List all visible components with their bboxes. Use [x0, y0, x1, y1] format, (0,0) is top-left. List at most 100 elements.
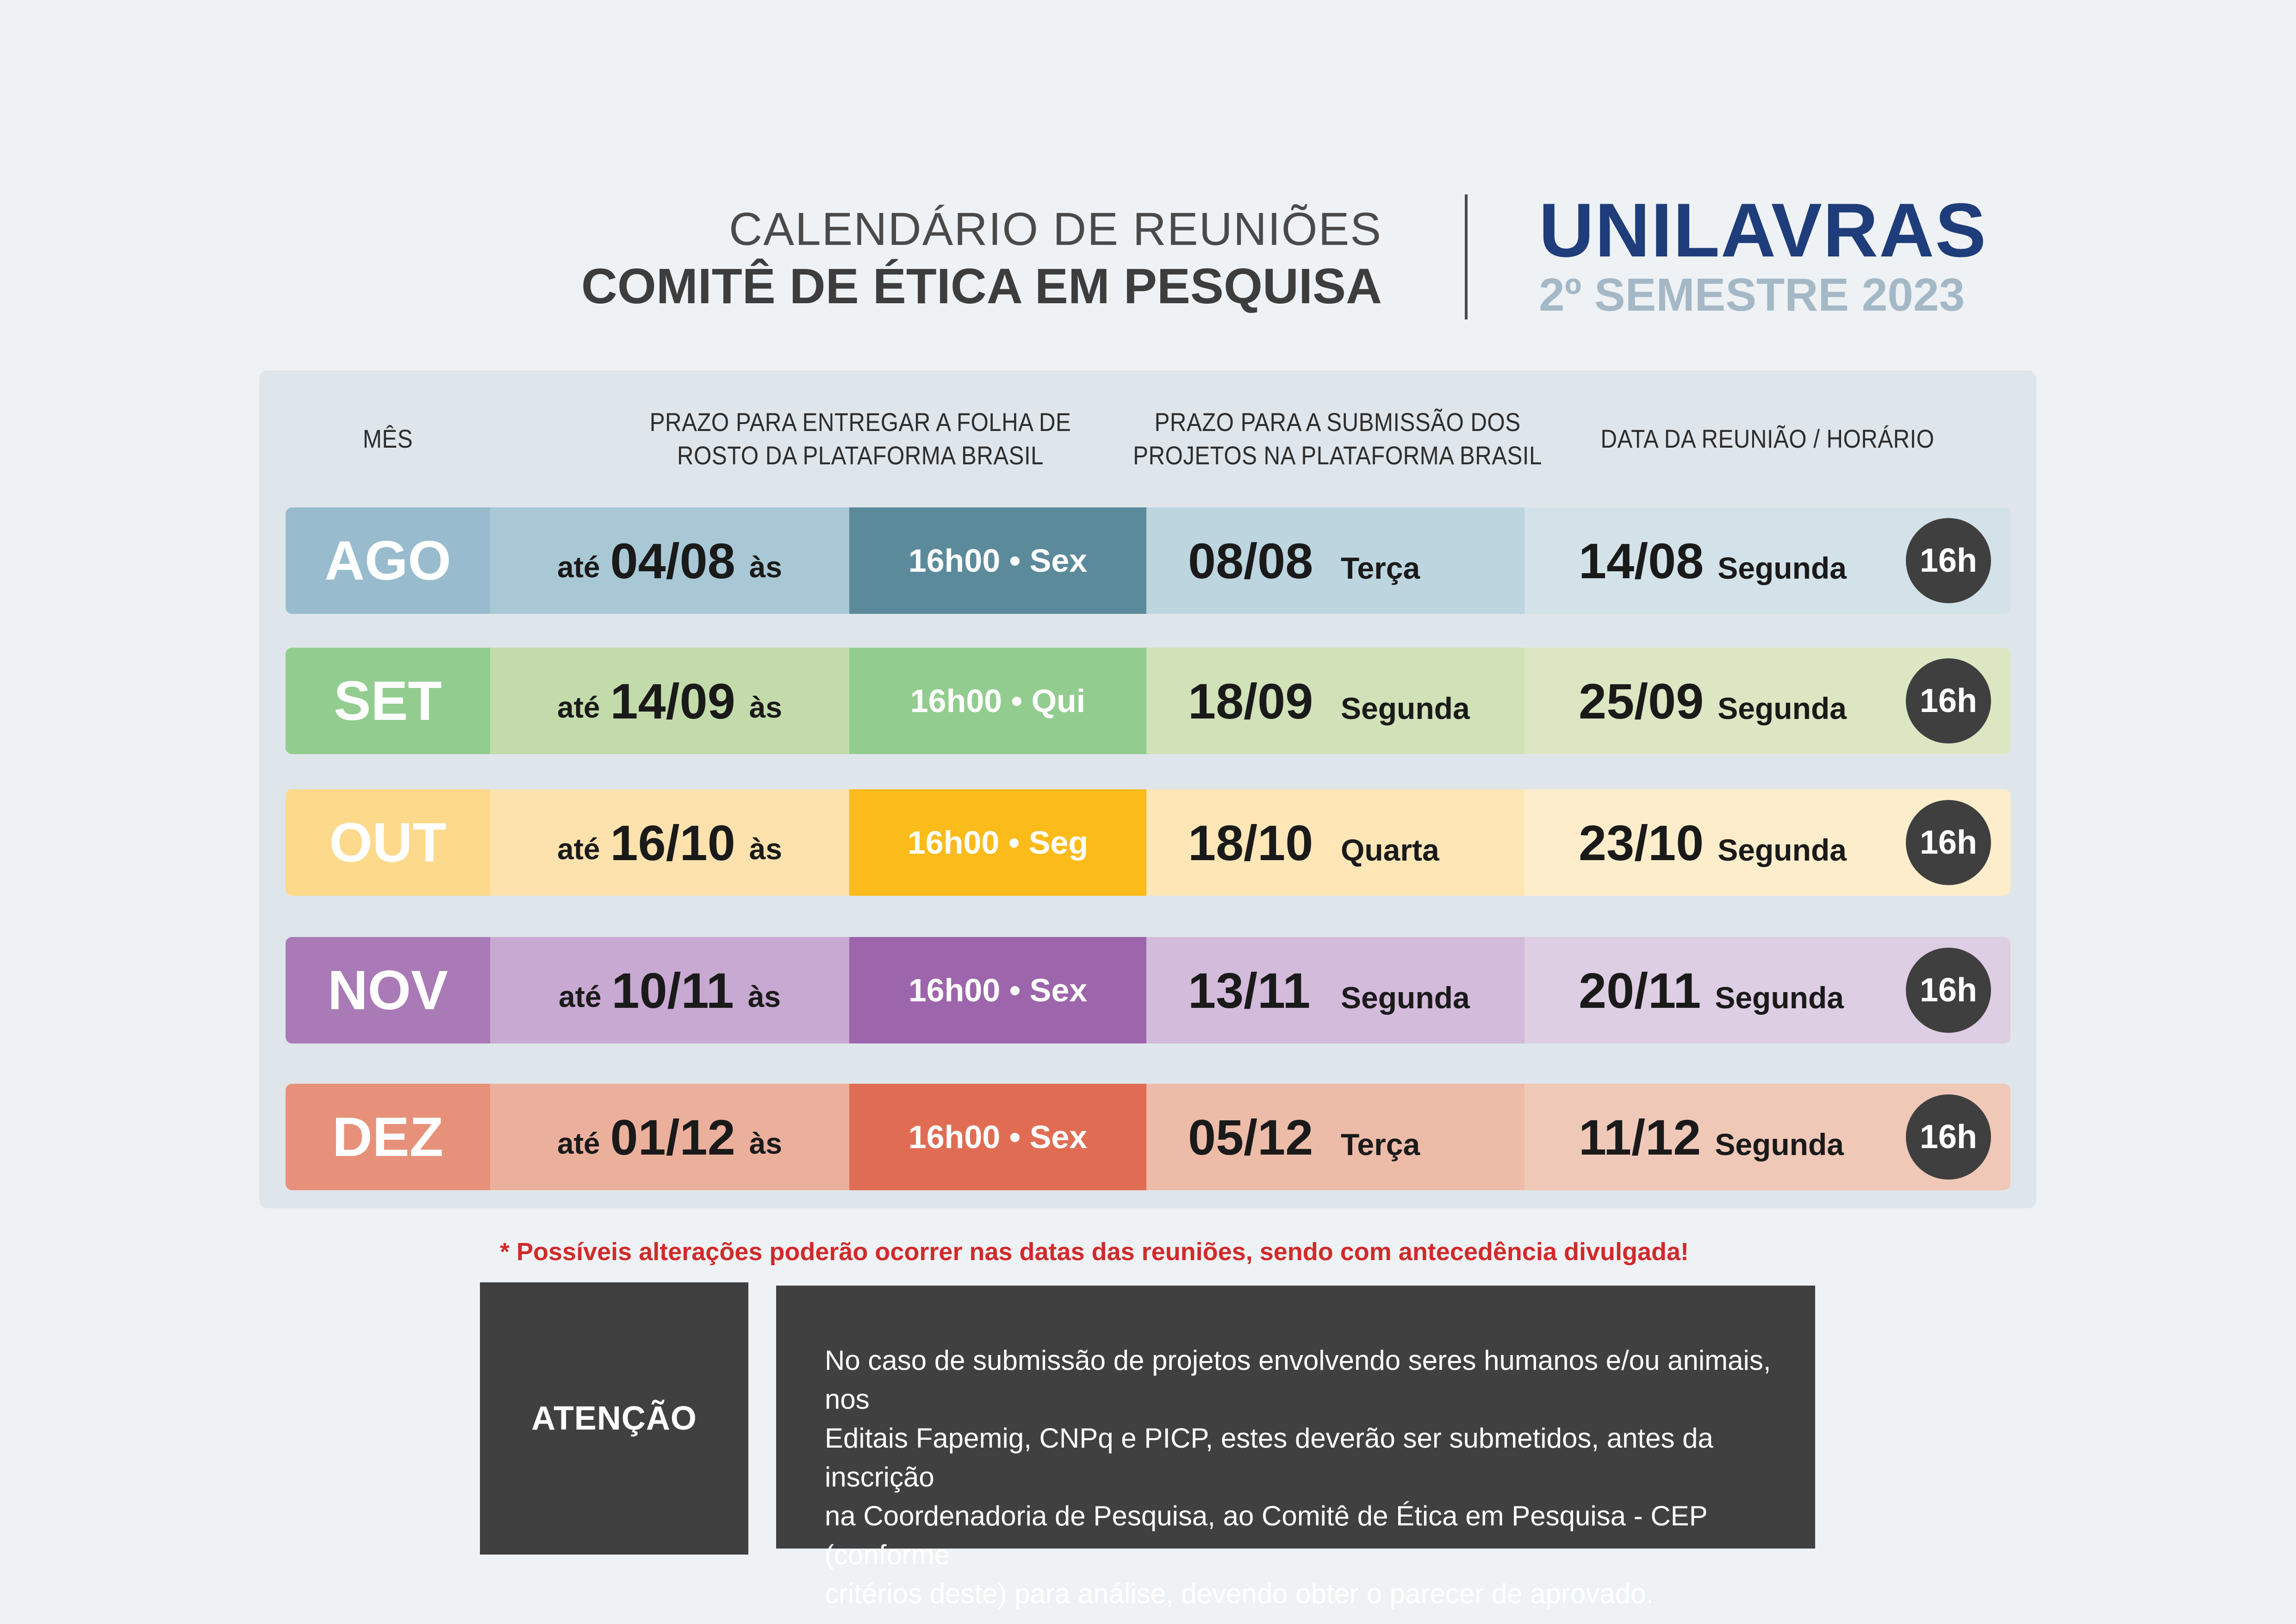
header-title-block: CALENDÁRIO DE REUNIÕES COMITÊ DE ÉTICA E… [581, 201, 1382, 315]
month-label: NOV [327, 959, 448, 1021]
meeting-hour: 16h [1919, 972, 1978, 1009]
attention-text-line: critérios deste) para análise, devendo o… [825, 1578, 1654, 1609]
column-header-submission-line2: PROJETOS NA PLATAFORMA BRASIL [1133, 441, 1542, 470]
ate-label: até [557, 1127, 600, 1160]
submission-weekday: Segunda [1341, 691, 1470, 725]
submission-date: 05/12 [1188, 1109, 1313, 1165]
meeting-weekday: Segunda [1715, 981, 1844, 1015]
ate-label: até [559, 980, 602, 1013]
folha-deadline-date: 01/12 [610, 1109, 735, 1165]
deadline-time-cell: 16h00 • Seg [849, 789, 1146, 896]
brand-block: UNILAVRAS 2º SEMESTRE 2023 [1539, 190, 1987, 319]
meeting-hour: 16h [1919, 682, 1978, 719]
attention-text-box: No caso de submissão de projetos envolve… [776, 1286, 1815, 1609]
submission-weekday: Terça [1341, 551, 1420, 585]
changes-notice: * Possíveis alterações poderão ocorrer n… [500, 1238, 1689, 1266]
meeting-date: 14/08 [1579, 532, 1704, 589]
as-label: às [749, 691, 782, 724]
deadline-time: 16h00 • Sex [908, 543, 1088, 579]
meeting-hour-badge: 16h [1906, 1094, 1991, 1180]
month-label: SET [334, 670, 442, 732]
meeting-cell: 20/11 Segunda 16h [1524, 937, 2010, 1043]
submission-date: 08/08 [1188, 532, 1313, 589]
deadline-time-cell: 16h00 • Sex [849, 937, 1146, 1043]
table-row: SET até 14/09 às 16h00 • Qui 18/09 Segun… [286, 648, 2010, 754]
submission-date: 18/09 [1188, 673, 1313, 729]
submission-deadline-cell: 18/09 Segunda [1146, 648, 1524, 754]
meeting-cell: 14/08 Segunda 16h [1524, 507, 2010, 614]
month-cell: DEZ [286, 1084, 490, 1190]
deadline-time-cell: 16h00 • Sex [849, 1084, 1146, 1190]
header-divider [1465, 194, 1468, 319]
submission-weekday: Quarta [1341, 833, 1439, 867]
meeting-hour-badge: 16h [1906, 518, 1991, 603]
as-label: às [749, 550, 782, 584]
table-row: DEZ até 01/12 às 16h00 • Sex 05/12 Terça… [286, 1084, 2010, 1190]
column-header-folha: PRAZO PARA ENTREGAR A FOLHA DE ROSTO DA … [535, 406, 1186, 472]
attention-text-line: Editais Fapemig, CNPq e PICP, estes deve… [825, 1423, 1713, 1493]
meeting-weekday: Segunda [1717, 833, 1847, 867]
ate-label: até [557, 832, 600, 866]
month-label: DEZ [332, 1106, 443, 1168]
column-header-submission-line1: PRAZO PARA A SUBMISSÃO DOS [1154, 407, 1521, 437]
month-cell: AGO [286, 507, 490, 614]
submission-date: 13/11 [1188, 962, 1311, 1018]
table-row: NOV até 10/11 às 16h00 • Sex 13/11 Segun… [286, 937, 2010, 1043]
ate-label: até [557, 691, 600, 724]
meeting-hour: 16h [1919, 1118, 1978, 1156]
brand-logo: UNILAVRAS [1539, 187, 1987, 273]
meeting-weekday: Segunda [1717, 551, 1847, 585]
meeting-date: 20/11 [1579, 962, 1701, 1018]
as-label: às [749, 1127, 782, 1160]
deadline-time-cell: 16h00 • Sex [849, 507, 1146, 614]
meeting-hour: 16h [1919, 824, 1978, 861]
month-cell: NOV [286, 937, 490, 1043]
meeting-weekday: Segunda [1715, 1127, 1844, 1162]
submission-date: 18/10 [1188, 814, 1313, 871]
meeting-cell: 11/12 Segunda 16h [1524, 1084, 2010, 1190]
attention-text-line: No caso de submissão de projetos envolve… [825, 1345, 1771, 1415]
folha-deadline-cell: até 14/09 às [490, 648, 849, 754]
deadline-time: 16h00 • Seg [907, 824, 1089, 861]
meeting-date: 25/09 [1579, 673, 1704, 729]
submission-weekday: Terça [1341, 1127, 1420, 1162]
meeting-hour: 16h [1919, 542, 1978, 579]
column-header-month: MÊS [362, 424, 413, 453]
folha-deadline-date: 16/10 [610, 814, 735, 871]
deadline-time: 16h00 • Qui [910, 683, 1086, 719]
table-row: AGO até 04/08 às 16h00 • Sex 08/08 Terça… [286, 507, 2010, 614]
folha-deadline-date: 10/11 [611, 962, 734, 1018]
attention-label: ATENÇÃO [531, 1400, 697, 1437]
month-label: AGO [324, 530, 451, 592]
attention-text-line: na Coordenadoria de Pesquisa, ao Comitê … [825, 1500, 1707, 1570]
ate-label: até [557, 550, 600, 584]
folha-deadline-cell: até 04/08 às [490, 507, 849, 614]
meeting-hour-badge: 16h [1906, 800, 1991, 885]
folha-deadline-cell: até 16/10 às [490, 789, 849, 896]
meeting-hour-badge: 16h [1906, 658, 1991, 743]
deadline-time: 16h00 • Sex [908, 972, 1088, 1008]
meeting-hour-badge: 16h [1906, 948, 1991, 1033]
committee-title: COMITÊ DE ÉTICA EM PESQUISA [581, 258, 1382, 314]
meeting-cell: 25/09 Segunda 16h [1524, 648, 2010, 754]
submission-weekday: Segunda [1341, 981, 1470, 1015]
month-cell: SET [286, 648, 490, 754]
meeting-weekday: Segunda [1717, 691, 1847, 725]
as-label: às [749, 832, 782, 866]
month-label: OUT [329, 812, 447, 874]
folha-deadline-date: 14/09 [610, 673, 735, 729]
semester-label: 2º SEMESTRE 2023 [1539, 269, 1965, 321]
table-row: OUT até 16/10 às 16h00 • Seg 18/10 Quart… [286, 789, 2010, 896]
column-header-folha-line2: ROSTO DA PLATAFORMA BRASIL [677, 441, 1044, 470]
folha-deadline-cell: até 01/12 às [490, 1084, 849, 1190]
month-cell: OUT [286, 789, 490, 896]
submission-deadline-cell: 05/12 Terça [1146, 1084, 1524, 1190]
folha-deadline-cell: até 10/11 às [490, 937, 849, 1043]
meeting-date: 11/12 [1579, 1109, 1701, 1165]
meeting-date: 23/10 [1579, 814, 1704, 871]
deadline-time: 16h00 • Sex [908, 1119, 1088, 1155]
as-label: às [747, 980, 781, 1013]
deadline-time-cell: 16h00 • Qui [849, 648, 1146, 754]
column-header-submission: PRAZO PARA A SUBMISSÃO DOS PROJETOS NA P… [1114, 406, 1562, 472]
attention-label-box: ATENÇÃO [480, 1282, 748, 1555]
